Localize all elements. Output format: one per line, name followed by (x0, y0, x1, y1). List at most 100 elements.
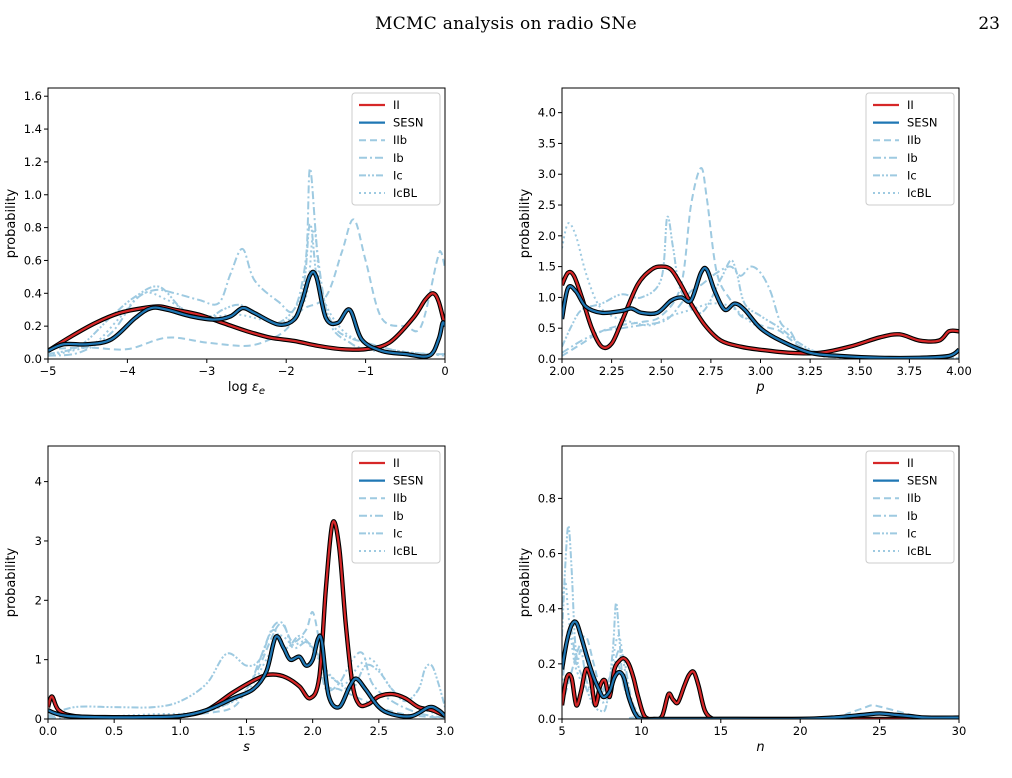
legend-label-iib: IIb (393, 491, 407, 505)
x-tick-label: 3.25 (797, 364, 823, 378)
legend-box (351, 450, 441, 564)
series-line-icbl (562, 580, 959, 719)
y-tick-label: 0.0 (538, 352, 556, 366)
x-tick-label: −4 (119, 364, 136, 378)
y-tick-label: 4 (35, 475, 42, 489)
x-tick-label: −3 (198, 364, 215, 378)
x-tick-label: 4.00 (946, 364, 972, 378)
chart-panel-1: −5 −4 −3 −2 −1 0 0.0 0.2 0.4 0.6 0.8 1.0 1.2 1.4 1.6 lo… (4, 87, 449, 397)
legend: II SESN IIb Ib Ic IcBL (865, 92, 955, 206)
running-head-title: MCMC analysis on radio SNe (375, 14, 637, 34)
y-tick-label: 1.6 (24, 89, 42, 103)
y-tick-label: 3.0 (538, 167, 556, 181)
y-tick-label: 2.0 (538, 229, 556, 243)
y-tick-label: 1.2 (24, 155, 42, 169)
x-tick-label: 5 (558, 724, 565, 738)
y-tick-label: 1.0 (24, 188, 42, 202)
legend-label-sesn: SESN (907, 474, 937, 488)
x-tick-label: 3.75 (897, 364, 923, 378)
legend: II SESN IIb Ib Ic IcBL (351, 92, 441, 206)
y-tick-label: 2 (35, 593, 42, 607)
series-group (48, 519, 445, 719)
legend-label-icbl: IcBL (393, 544, 418, 558)
y-tick-label: 0.6 (24, 253, 42, 267)
chart-panel-4: 5 10 15 20 25 30 0.0 0.2 0.4 0.6 0.8 n probability II… (518, 445, 967, 755)
y-tick-label: 3.5 (538, 136, 556, 150)
series-line-icbl (562, 222, 959, 359)
legend-label-ii: II (907, 456, 914, 470)
legend-label-ii: II (393, 98, 400, 112)
y-tick-label: 0.2 (24, 319, 42, 333)
x-tick-label: 2.75 (698, 364, 724, 378)
y-tick-label: 1.4 (24, 122, 42, 136)
series-line-iib (562, 634, 959, 719)
legend-label-iib: IIb (907, 133, 921, 147)
axes-frame (561, 445, 960, 720)
legend-label-sesn: SESN (907, 116, 937, 130)
legend-box (865, 450, 955, 564)
legend-label-ib: Ib (907, 509, 918, 523)
page-number: 23 (978, 14, 1000, 34)
legend-label-ii: II (393, 456, 400, 470)
x-tick-label: 2.00 (549, 364, 575, 378)
x-tick-label: 1.0 (171, 724, 189, 738)
x-tick-label: 2.5 (370, 724, 388, 738)
y-tick-label: 0.2 (538, 657, 556, 671)
x-tick-label: 0 (441, 364, 448, 378)
x-tick-label: 3.0 (436, 724, 454, 738)
series-outline-sesn (48, 633, 445, 719)
series-line-icbl (48, 634, 445, 718)
y-tick-label: 1 (35, 653, 42, 667)
x-tick-label: 10 (634, 724, 649, 738)
x-tick-label: 2.50 (648, 364, 674, 378)
x-tick-label: 2.25 (599, 364, 625, 378)
chart-panel-3: 0.0 0.5 1.0 1.5 2.0 2.5 3.0 0 1 2 3 4 s probability II… (4, 445, 454, 755)
legend-box (865, 92, 955, 206)
y-tick-label: 0.8 (538, 491, 556, 505)
y-axis-label: probability (4, 189, 19, 259)
legend-label-ic: Ic (907, 168, 917, 182)
legend-label-icbl: IcBL (393, 186, 418, 200)
legend: II SESN IIb Ib Ic IcBL (865, 450, 955, 564)
series-outline-sesn (562, 265, 959, 359)
y-axis-label: probability (518, 189, 533, 259)
x-tick-label: −1 (357, 364, 374, 378)
x-tick-label: 30 (952, 724, 967, 738)
series-line-ii (562, 657, 959, 719)
series-line-sesn (48, 270, 445, 358)
legend-label-iib: IIb (393, 133, 407, 147)
chart-panel-2: 2.00 2.25 2.50 2.75 3.00 3.25 3.50 3.75 4.00 0.0 0… (518, 87, 972, 395)
series-line-ii (562, 265, 959, 355)
legend-label-ib: Ib (907, 151, 918, 165)
y-tick-label: 4.0 (538, 106, 556, 120)
y-tick-label: 2.5 (538, 198, 556, 212)
legend-box (351, 92, 441, 206)
x-tick-label: 0.0 (39, 724, 57, 738)
legend-label-ic: Ic (393, 526, 403, 540)
series-line-ic (562, 215, 959, 359)
series-line-sesn (48, 634, 445, 719)
y-axis-label: probability (518, 548, 533, 618)
legend-label-icbl: IcBL (907, 544, 932, 558)
y-tick-label: 0.5 (538, 321, 556, 335)
legend-label-sesn: SESN (393, 116, 423, 130)
legend-label-ib: Ib (393, 151, 404, 165)
series-line-ic (48, 223, 445, 356)
x-tick-label: 3.00 (748, 364, 774, 378)
axes-frame (47, 87, 446, 360)
legend-label-ic: Ic (907, 526, 917, 540)
x-tick-label: −5 (40, 364, 57, 378)
legend: II SESN IIb Ib Ic IcBL (351, 450, 441, 564)
y-axis-label: probability (4, 548, 19, 618)
x-axis-label: log εe (228, 380, 265, 397)
x-tick-label: 20 (793, 724, 808, 738)
x-tick-label: 0.5 (105, 724, 123, 738)
x-axis-label: s (243, 740, 250, 755)
y-tick-label: 1.5 (538, 260, 556, 274)
series-line-iib (48, 218, 445, 351)
legend-label-ib: Ib (393, 509, 404, 523)
x-tick-label: 3.50 (847, 364, 873, 378)
y-tick-label: 0.4 (538, 602, 556, 616)
y-tick-label: 0.6 (538, 547, 556, 561)
